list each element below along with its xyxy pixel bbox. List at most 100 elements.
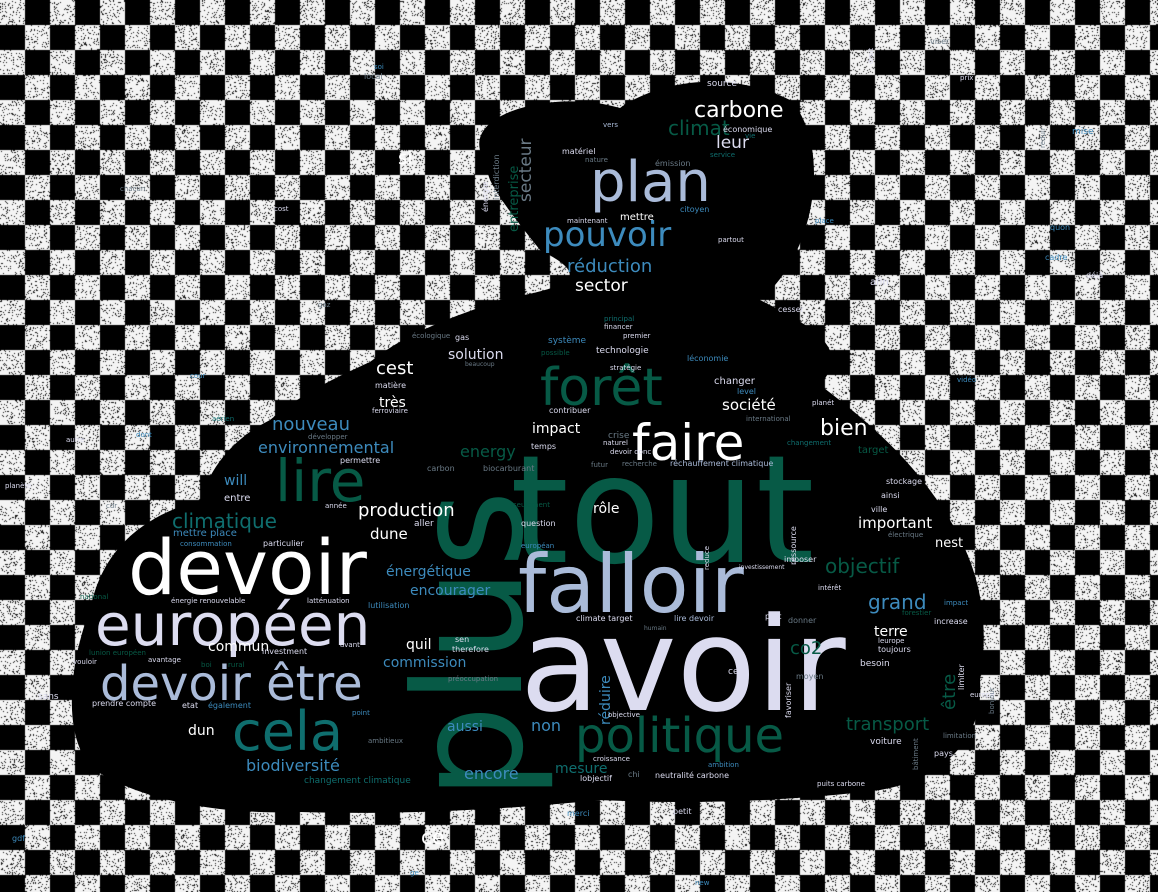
word-reduce: reduce xyxy=(703,545,711,570)
word-therefore: therefore xyxy=(452,645,489,654)
word-voiture: voiture xyxy=(870,737,902,747)
word-avoir: avoir xyxy=(520,589,846,741)
word-place: place xyxy=(815,217,834,225)
word-preoccupation: préoccupation xyxy=(448,675,499,683)
word-part: part xyxy=(765,612,782,621)
word-encourager: encourager xyxy=(410,583,491,599)
word-moyen: moyen xyxy=(796,672,824,681)
word-leurope: leurope xyxy=(878,637,905,645)
word-biodiversite: biodiversité xyxy=(246,756,340,775)
word-devoir: devoir xyxy=(128,523,367,612)
word-crise: crise xyxy=(608,431,630,441)
word-bien: bien xyxy=(820,416,868,441)
word-cost: cost xyxy=(274,205,289,213)
word-pouvoir: pouvoir xyxy=(543,215,672,255)
word-mettre: mettre xyxy=(620,212,654,223)
word-ge: ge xyxy=(410,869,419,877)
word-investment: investment xyxy=(262,647,308,656)
word-limitation: limitation xyxy=(943,732,977,740)
word-service: service xyxy=(710,151,736,159)
word-pays: pays xyxy=(934,749,953,758)
word-aller: aller xyxy=(414,519,434,529)
word-quon: quon xyxy=(1050,223,1071,232)
word-production: production xyxy=(358,500,455,521)
word-lire: lire xyxy=(275,447,366,515)
word-ambition: ambition xyxy=(708,761,739,769)
word-boi: boi xyxy=(201,661,212,669)
word-objectif: objectif xyxy=(825,554,900,578)
word-maintenant: maintenant xyxy=(567,217,608,225)
word-developper: développer xyxy=(308,433,348,441)
word-biocarburant: biocarburant xyxy=(483,464,535,473)
word-entreprise: entreprise xyxy=(507,165,522,232)
word-celui: celui xyxy=(728,667,750,677)
word-societe: société xyxy=(722,396,776,414)
word-deja: déjà xyxy=(1086,271,1104,280)
word-merci: merci xyxy=(567,809,590,818)
word-electrique: électrique xyxy=(888,531,924,539)
word-entre: entre xyxy=(224,493,251,504)
word-quil: quil xyxy=(406,637,432,653)
word-ainsi: ainsi xyxy=(881,491,900,500)
word-europeen-small: européan xyxy=(521,542,555,550)
word-gaz: gaz xyxy=(318,301,331,309)
word-mettre-place: mettre place xyxy=(173,528,237,539)
word-europeen: européen xyxy=(95,591,371,659)
word-environnemental: environnemental xyxy=(258,438,395,457)
word-dont: dont xyxy=(136,431,152,439)
word-investissement: investissement xyxy=(739,564,785,571)
word-energetique: énergétique xyxy=(386,564,471,580)
word-sector: sector xyxy=(575,276,628,296)
word-foret: forêt xyxy=(540,358,663,418)
word-devoir-etre: devoir être xyxy=(100,656,363,712)
word-neutralite-carbone: neutralité carbone xyxy=(655,771,729,780)
word-devoir-donc: devoir donc xyxy=(610,448,652,456)
word-permettre: permettre xyxy=(340,456,381,465)
word-vouloir: vouloir xyxy=(73,658,97,666)
word-cela: cela xyxy=(232,700,344,763)
word-commun: commun xyxy=(208,639,270,655)
word-aerien: aérien xyxy=(212,415,235,423)
word-impact: impact xyxy=(532,421,581,437)
word-question: question xyxy=(521,519,556,528)
word-impact-small: impact xyxy=(944,599,969,607)
word-role: rôle xyxy=(593,501,620,517)
word-co2: co2 xyxy=(790,638,823,659)
word-etat: etat xyxy=(182,701,199,710)
word-principal: principal xyxy=(604,315,635,323)
word-toujours: toujours xyxy=(878,645,911,654)
word-lunion-europeen: lunion européen xyxy=(89,649,146,657)
word-humain: humain xyxy=(644,625,667,632)
word-chacun: chacun xyxy=(120,185,146,193)
word-cesser: cesser xyxy=(778,305,804,314)
word-objective: objective xyxy=(608,711,640,719)
word-avantage: avantage xyxy=(148,656,181,664)
word-premier: premier xyxy=(623,332,651,340)
word-mesure: mesure xyxy=(555,761,608,777)
word-target: target xyxy=(858,445,889,456)
word-cour: cour xyxy=(190,372,206,380)
word-strategie: stratégie xyxy=(610,364,642,372)
word-dun: dun xyxy=(188,723,215,739)
word-ressource: ressource xyxy=(789,526,798,565)
word-contribuer: contribuer xyxy=(549,406,591,415)
word-europe: europe xyxy=(970,691,995,699)
word-batiment: bâtiment xyxy=(912,738,920,770)
word-systeme: système xyxy=(548,336,587,346)
word-reduir: réduir xyxy=(1039,127,1047,148)
word-changement-climatique: changement climatique xyxy=(304,776,411,786)
word-lutilisation: lutilisation xyxy=(368,601,410,610)
word-egalement: également xyxy=(208,701,251,710)
word-vers: vers xyxy=(603,121,618,129)
word-new: new xyxy=(695,879,710,887)
word-viser: viser xyxy=(930,37,950,46)
word-changement: changement xyxy=(787,439,832,447)
cloud-silhouette xyxy=(71,81,984,813)
word-stockage: stockage xyxy=(886,477,922,486)
word-terre: terre xyxy=(874,624,908,640)
word-droit: droit xyxy=(867,47,875,64)
word-possible: possible xyxy=(541,349,570,357)
word-croissance: croissance xyxy=(593,755,630,763)
word-soi: soi xyxy=(374,63,384,71)
